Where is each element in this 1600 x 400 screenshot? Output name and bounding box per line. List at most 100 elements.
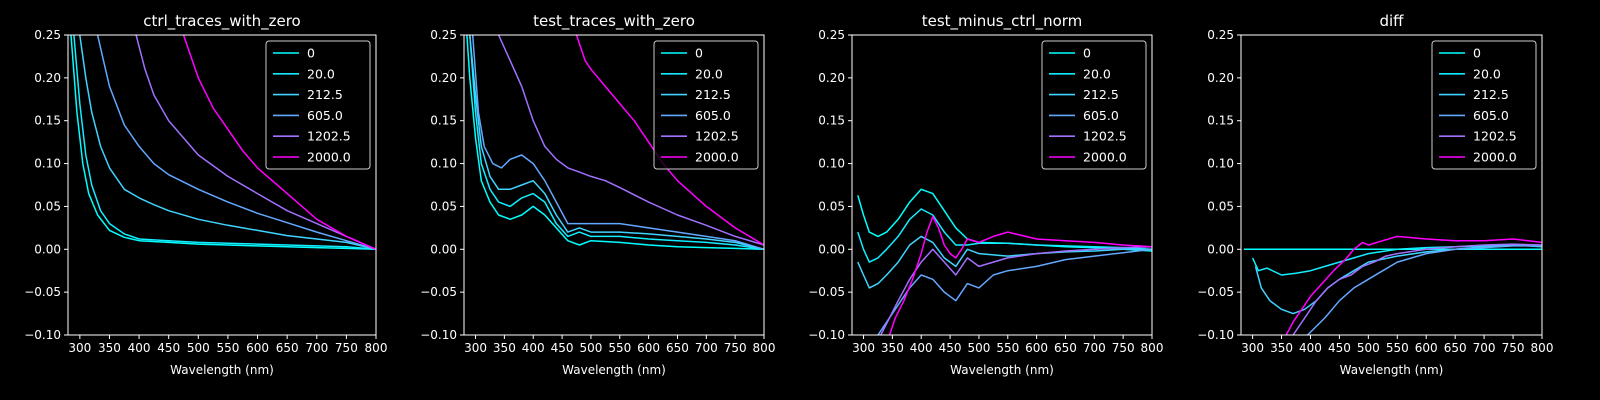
y-tick-label: −0.05 [808,285,845,299]
x-tick-label: 750 [724,341,747,355]
series-line-0 [857,188,1152,252]
x-tick-label: 800 [1141,341,1164,355]
y-tick-label: 0.15 [34,114,61,128]
x-tick-label: 750 [1112,341,1135,355]
legend-label: 212.5 [1083,87,1119,102]
x-tick-label: 800 [1531,341,1554,355]
x-tick-label: 700 [695,341,718,355]
series-line-1202-5 [1292,243,1542,335]
y-tick-label: 0.25 [34,28,61,42]
x-tick-label: 350 [1270,341,1293,355]
y-tick-label: 0.00 [1207,242,1234,256]
legend-label: 1202.5 [1473,129,1517,144]
y-tick-label: 0.20 [818,71,845,85]
series-group [857,188,1152,335]
x-tick-label: 500 [967,341,990,355]
x-axis-label: Wavelength (nm) [1340,363,1444,377]
series-line-2000-0 [888,215,1152,335]
series-group [466,35,764,251]
axes-frame [1240,34,1543,336]
legend-label: 1202.5 [1083,129,1127,144]
y-tick-label: 0.05 [1207,199,1234,213]
series-line-605-0 [96,35,376,251]
x-tick-label: 300 [852,341,875,355]
x-tick-label: 800 [365,341,388,355]
y-tick-label: −0.05 [420,285,457,299]
y-tick-label: 0.25 [430,28,457,42]
x-tick-label: 750 [1502,341,1525,355]
legend-label: 212.5 [695,87,731,102]
x-tick-label: 550 [216,341,239,355]
x-tick-label: 800 [753,341,776,355]
legend-label: 1202.5 [695,129,739,144]
series-line-2000-0 [1285,235,1542,335]
y-tick-label: 0.15 [430,114,457,128]
y-tick-label: 0.10 [1207,157,1234,171]
y-tick-label: −0.05 [1197,285,1234,299]
y-tick-label: −0.10 [24,328,61,342]
y-tick-label: −0.10 [420,328,457,342]
legend-label: 0 [1083,46,1091,61]
legend-label: 2000.0 [695,150,739,165]
y-tick-label: 0.15 [818,114,845,128]
legend-label: 2000.0 [307,150,351,165]
chart-title: diff [1379,12,1404,30]
legend-label: 1202.5 [307,129,351,144]
x-tick-label: 500 [187,341,210,355]
legend: 0 20.0 212.5 605.0 1202.5 2000.0 [265,40,371,170]
x-tick-label: 600 [1415,341,1438,355]
x-tick-label: 650 [276,341,299,355]
y-tick-label: 0.20 [34,71,61,85]
series-line-0 [466,35,764,251]
chart-title: test_traces_with_zero [533,12,695,31]
x-tick-label: 450 [551,341,574,355]
series-line-20-0 [73,35,376,251]
y-tick-label: 0.05 [34,199,61,213]
legend-label: 605.0 [1473,108,1509,123]
axes-frame [67,34,377,336]
legend-label: 212.5 [307,87,343,102]
x-tick-label: 650 [666,341,689,355]
y-tick-label: 0.20 [1207,71,1234,85]
legend-label: 20.0 [1083,66,1111,81]
series-line-2000-0 [182,35,376,250]
x-tick-label: 550 [608,341,631,355]
x-axis-label: Wavelength (nm) [950,363,1054,377]
legend-label: 20.0 [307,66,335,81]
y-tick-label: −0.10 [808,328,845,342]
chart-panel-2: test_traces_with_zero 300 350 400 450 500 550 6… [420,12,775,377]
series-line-212-5 [79,35,376,251]
x-tick-label: 600 [1025,341,1048,355]
axes-frame [463,34,765,336]
y-tick-label: 0.05 [818,199,845,213]
legend-label: 0 [695,46,703,61]
y-tick-label: 0.00 [430,242,457,256]
y-tick-label: 0.25 [1207,28,1234,42]
y-tick-label: 0.10 [34,157,61,171]
x-tick-label: 400 [910,341,933,355]
x-tick-label: 600 [246,341,269,355]
y-tick-label: 0.00 [818,242,845,256]
legend: 0 20.0 212.5 605.0 1202.5 2000.0 [1041,40,1147,170]
series-line-20-0 [469,35,764,251]
x-tick-label: 600 [637,341,660,355]
y-tick-label: 0.10 [430,157,457,171]
series-line-605-0 [877,248,1152,335]
y-tick-label: 0.15 [1207,114,1234,128]
legend-label: 2000.0 [1083,150,1127,165]
legend-label: 605.0 [307,108,343,123]
legend-label: 20.0 [1473,66,1501,81]
legend-label: 0 [307,46,315,61]
series-line-1202-5 [880,245,1152,335]
series-line-0 [70,35,376,251]
x-tick-label: 300 [68,341,91,355]
series-line-605-0 [1307,245,1542,335]
chart-panel-4: diff 300 350 400 450 500 550 600 650 700 750 800 −0.… [1197,12,1553,377]
y-tick-label: −0.05 [24,285,61,299]
x-tick-label: 350 [881,341,904,355]
legend-label: 20.0 [695,66,723,81]
x-tick-label: 500 [579,341,602,355]
series-line-2000-0 [575,35,764,246]
y-tick-label: 0.00 [34,242,61,256]
